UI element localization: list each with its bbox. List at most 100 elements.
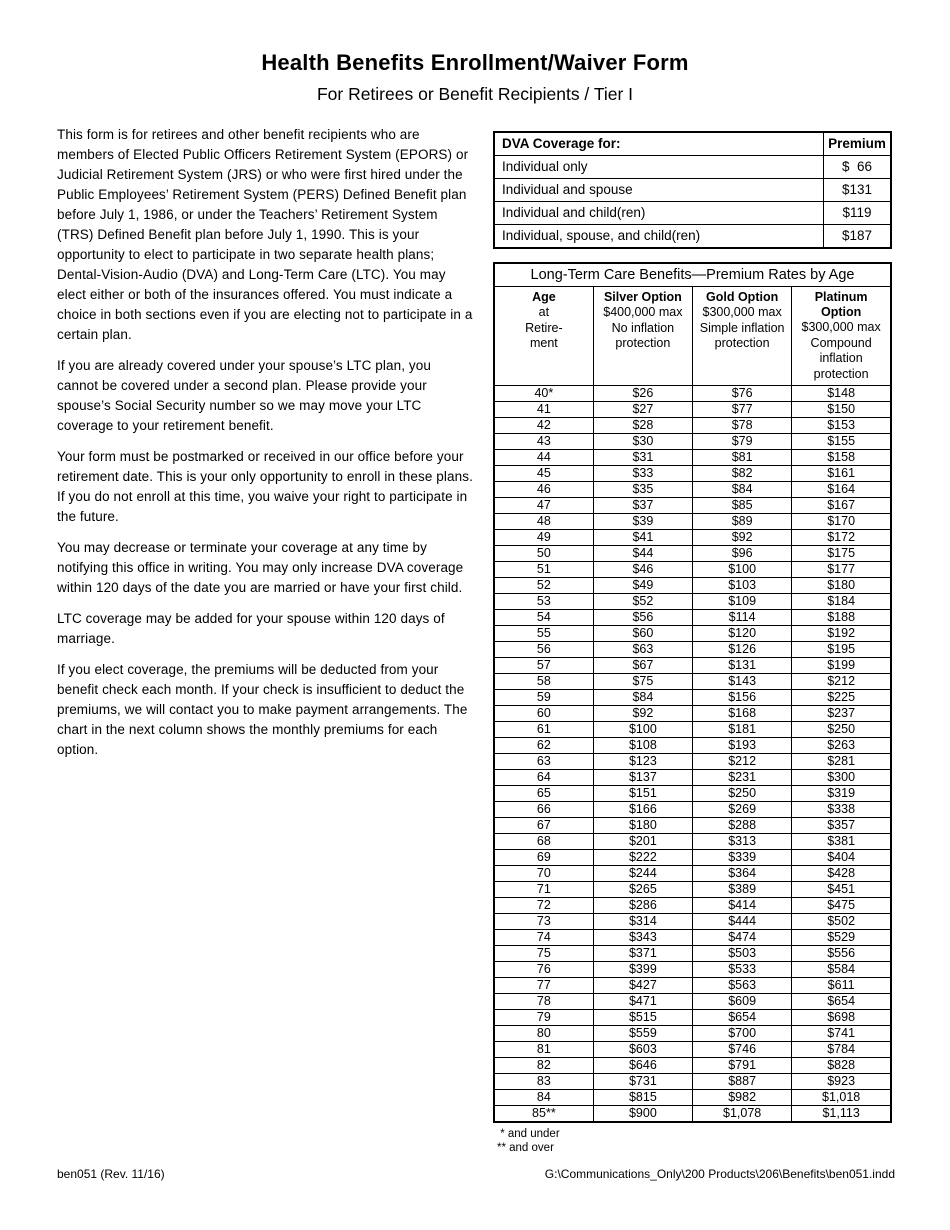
age-cell: 83	[493, 1073, 594, 1090]
table-row: 85** $900 $1,078 $1,113	[493, 1105, 892, 1123]
premium-cell: $731	[592, 1073, 694, 1090]
table-row: 63 $123 $212 $281	[493, 753, 892, 770]
premium-cell: $170	[791, 513, 892, 530]
premium-cell: $533	[691, 961, 793, 978]
column-subtext: protection	[714, 336, 770, 350]
premium-cell: $231	[691, 769, 793, 786]
age-cell: 63	[493, 753, 594, 770]
premium-cell: $41	[592, 529, 694, 546]
age-cell: 73	[493, 913, 594, 930]
table-row: 67 $180 $288 $357	[493, 817, 892, 834]
table-row: 81 $603 $746 $784	[493, 1041, 892, 1058]
premium-cell: $502	[791, 913, 892, 930]
premium-cell: $515	[592, 1009, 694, 1026]
table-row: 49 $41 $92 $172	[493, 529, 892, 546]
age-cell: 55	[493, 625, 594, 642]
age-cell: 85**	[493, 1105, 594, 1123]
premium-cell: $76	[691, 385, 793, 402]
age-cell: 68	[493, 833, 594, 850]
age-cell: 64	[493, 769, 594, 786]
premium-cell: $108	[592, 737, 694, 754]
paragraph: You may decrease or terminate your cover…	[57, 540, 464, 595]
premium-cell: $137	[592, 769, 694, 786]
premium-cell: $222	[592, 849, 694, 866]
age-cell: 60	[493, 705, 594, 722]
premium-cell: $31	[592, 449, 694, 466]
premium-cell: $428	[791, 865, 892, 882]
age-cell: 40*	[493, 385, 594, 402]
premium-cell: $609	[691, 993, 793, 1010]
premium-cell: $265	[592, 881, 694, 898]
premium-cell: $153	[791, 417, 892, 434]
premium-cell: $1,018	[791, 1089, 892, 1106]
premium-cell: $49	[592, 577, 694, 594]
premium-cell: $26	[592, 385, 694, 402]
table-row: 52 $49 $103 $180	[493, 577, 892, 594]
table-row: 60 $92 $168 $237	[493, 705, 892, 722]
premium-cell: $193	[691, 737, 793, 754]
table-row: 45 $33 $82 $161	[493, 465, 892, 482]
premium-cell: $646	[592, 1057, 694, 1074]
premium-cell: $114	[691, 609, 793, 626]
premium-cell: $250	[691, 785, 793, 802]
premium-cell: $44	[592, 545, 694, 562]
premium-cell: $300	[791, 769, 892, 786]
premium-cell: $563	[691, 977, 793, 994]
age-cell: 51	[493, 561, 594, 578]
premium-cell: $143	[691, 673, 793, 690]
premium-cell: $427	[592, 977, 694, 994]
ltc-premium-table: Long-Term Care Benefits—Premium Rates by…	[493, 262, 892, 1123]
age-cell: 80	[493, 1025, 594, 1042]
table-row: 56 $63 $126 $195	[493, 641, 892, 658]
footnote: * and under	[497, 1128, 560, 1140]
age-cell: 66	[493, 801, 594, 818]
premium-cell: $313	[691, 833, 793, 850]
premium-cell: $746	[691, 1041, 793, 1058]
table-row: 42 $28 $78 $153	[493, 417, 892, 434]
premium-cell: $250	[791, 721, 892, 738]
premium-cell: $286	[592, 897, 694, 914]
column-name: Platinum Option	[814, 290, 868, 319]
premium-cell: $887	[691, 1073, 793, 1090]
premium-cell: $654	[691, 1009, 793, 1026]
premium-cell: $35	[592, 481, 694, 498]
table-row: 82 $646 $791 $828	[493, 1057, 892, 1074]
premium-cell: $923	[791, 1073, 892, 1090]
table-row: Individual only $ 66	[493, 155, 892, 179]
premium-cell: $78	[691, 417, 793, 434]
premium-value: $ 66	[823, 155, 892, 179]
premium-cell: $559	[592, 1025, 694, 1042]
premium-cell: $556	[791, 945, 892, 962]
age-cell: 50	[493, 545, 594, 562]
premium-cell: $79	[691, 433, 793, 450]
age-cell: 75	[493, 945, 594, 962]
premium-cell: $63	[592, 641, 694, 658]
page-footer: ben051 (Rev. 11/16) G:\Communications_On…	[57, 1167, 895, 1181]
dva-header-premium: Premium	[823, 131, 892, 156]
premium-cell: $96	[691, 545, 793, 562]
form-number: ben051 (Rev. 11/16)	[57, 1167, 165, 1181]
premium-cell: $212	[791, 673, 892, 690]
table-row: 48 $39 $89 $170	[493, 513, 892, 530]
premium-cell: $166	[592, 801, 694, 818]
premium-cell: $126	[691, 641, 793, 658]
premium-cell: $184	[791, 593, 892, 610]
premium-cell: $81	[691, 449, 793, 466]
table-row: 46 $35 $84 $164	[493, 481, 892, 498]
premium-cell: $151	[592, 785, 694, 802]
premium-cell: $192	[791, 625, 892, 642]
premium-cell: $1,078	[691, 1105, 793, 1123]
column-subtext: $300,000 max	[801, 320, 881, 334]
page-title: Health Benefits Enrollment/Waiver Form	[261, 50, 689, 75]
table-row: 71 $265 $389 $451	[493, 881, 892, 898]
age-cell: 47	[493, 497, 594, 514]
premium-cell: $161	[791, 465, 892, 482]
column-name: Silver Option	[603, 290, 682, 304]
table-row: 59 $84 $156 $225	[493, 689, 892, 706]
intro-text: This form is for retirees and other bene…	[57, 125, 473, 771]
premium-cell: $244	[592, 865, 694, 882]
premium-cell: $399	[592, 961, 694, 978]
column-subtext: inflation protection	[813, 351, 869, 381]
premium-cell: $201	[592, 833, 694, 850]
table-row: 57 $67 $131 $199	[493, 657, 892, 674]
